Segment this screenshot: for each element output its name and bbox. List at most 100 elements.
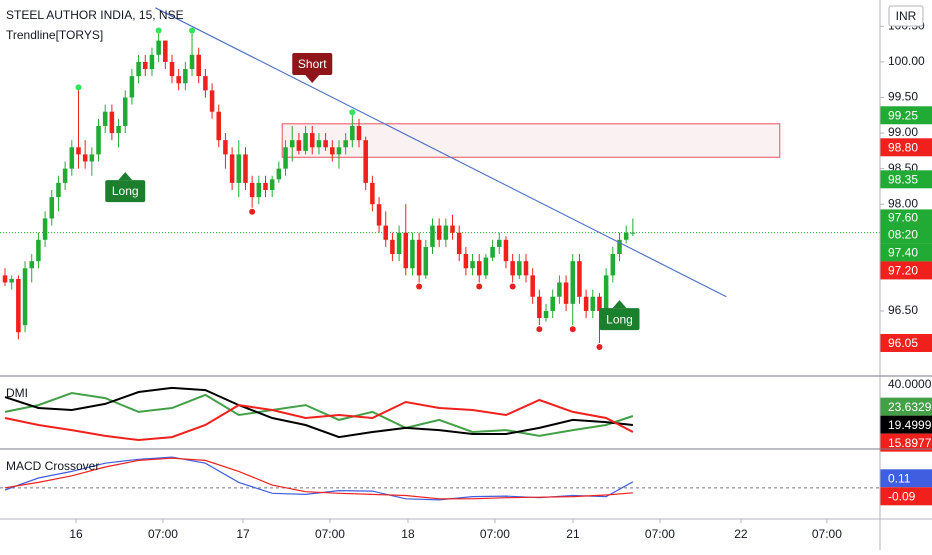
- pivot-high: [349, 109, 356, 116]
- signal-label: Long: [606, 312, 633, 326]
- last-value-label: -0.09: [888, 489, 916, 503]
- candle-body: [256, 182, 262, 198]
- candle-body: [396, 232, 402, 255]
- candle-body: [356, 125, 362, 141]
- pivot-low: [596, 343, 603, 350]
- candle-body: [249, 182, 255, 198]
- candle-body: [416, 239, 422, 276]
- candle-body: [216, 111, 222, 141]
- x-tick-label: 18: [401, 527, 415, 541]
- price-label: 98.80: [888, 140, 918, 154]
- last-value-label: 19.4999: [888, 418, 932, 432]
- current-price-label: 97.60: [888, 211, 918, 225]
- candle-body: [183, 69, 188, 84]
- pivot-high: [75, 84, 82, 91]
- candle-body: [456, 232, 462, 255]
- candle-body: [343, 140, 348, 148]
- trendline: [155, 7, 727, 298]
- candle-body: [22, 268, 28, 326]
- candle-body: [470, 261, 475, 269]
- x-tick-label: 22: [734, 527, 748, 541]
- candle-body: [610, 254, 616, 276]
- signal-label: Short: [298, 57, 327, 71]
- price-label-box: [880, 333, 932, 352]
- candle-body: [550, 296, 555, 311]
- x-tick-label: 07:00: [812, 527, 842, 541]
- indicator-name: Trendline[TORYS]: [6, 28, 103, 42]
- candle-body: [176, 76, 181, 84]
- candle-body: [236, 154, 242, 183]
- pivot-high: [155, 27, 162, 34]
- pivot-high: [189, 27, 196, 34]
- candle-body: [2, 275, 8, 283]
- candle-body: [149, 54, 155, 70]
- candle-body: [336, 147, 342, 155]
- candle-body: [497, 239, 502, 247]
- candle-body: [490, 246, 495, 258]
- candle-body: [557, 282, 562, 297]
- indicator-line: [4, 391, 634, 437]
- candle-body: [209, 90, 215, 112]
- candle-body: [390, 239, 395, 255]
- candle-body: [523, 261, 529, 276]
- current-price-box: [880, 209, 932, 244]
- candle-body: [630, 232, 636, 234]
- price-label-box: [880, 261, 932, 280]
- candle-body: [430, 225, 435, 247]
- candle-body: [143, 61, 148, 70]
- pivot-low: [249, 208, 256, 215]
- y-tick-label: 40.0000: [888, 377, 932, 391]
- candle-body: [29, 261, 34, 269]
- candle-body: [62, 168, 68, 183]
- candle-body: [136, 61, 141, 77]
- price-label-box: [880, 106, 932, 125]
- candle-body: [350, 125, 355, 141]
- x-tick-label: 17: [236, 527, 250, 541]
- candle-body: [109, 111, 115, 134]
- candle-body: [189, 54, 195, 70]
- last-value-box: [880, 415, 932, 434]
- y-tick-label: 100.00: [888, 54, 925, 68]
- plot-layer: 96.5098.0098.5099.0099.50100.00100.50160…: [0, 5, 932, 541]
- last-value-box: [880, 397, 932, 416]
- price-label-box: [880, 243, 932, 262]
- candle-body: [376, 204, 382, 226]
- chart-title: STEEL AUTHOR INDIA, 15, NSE: [6, 8, 184, 22]
- signal-box: [105, 180, 146, 203]
- candle-body: [563, 282, 569, 304]
- candle-body: [243, 154, 248, 183]
- candle-body: [309, 133, 315, 148]
- candle-body: [169, 61, 175, 77]
- candle-body: [16, 278, 21, 333]
- price-label: 96.05: [888, 336, 918, 350]
- candle-body: [76, 147, 81, 155]
- candle-body: [323, 140, 328, 148]
- candle-body: [102, 111, 108, 126]
- candle-body: [597, 296, 602, 311]
- candle-body: [203, 76, 208, 91]
- signal-arrow: [612, 300, 627, 309]
- y-tick-label: 99.00: [888, 125, 918, 139]
- candle-body: [370, 182, 375, 205]
- x-tick-label: 21: [566, 527, 580, 541]
- x-tick-label: 07:00: [480, 527, 510, 541]
- candle-body: [603, 275, 609, 311]
- candle-body: [69, 147, 75, 169]
- candle-body: [129, 76, 135, 98]
- y-tick-label: 96.50: [888, 303, 918, 317]
- candle-body: [577, 261, 582, 297]
- last-value-label: 23.6329: [888, 400, 932, 414]
- candle-body: [363, 140, 368, 183]
- candle-body: [503, 239, 509, 262]
- currency-box: [888, 5, 924, 27]
- price-label-box: [880, 138, 932, 157]
- y-tick-label: 99.50: [888, 90, 918, 104]
- candle-body: [276, 168, 282, 180]
- candle-body: [96, 125, 101, 155]
- pivot-low: [536, 326, 543, 333]
- candle-body: [89, 154, 95, 162]
- candle-body: [410, 239, 415, 269]
- candle-body: [537, 296, 542, 319]
- indicator-line: [4, 386, 634, 439]
